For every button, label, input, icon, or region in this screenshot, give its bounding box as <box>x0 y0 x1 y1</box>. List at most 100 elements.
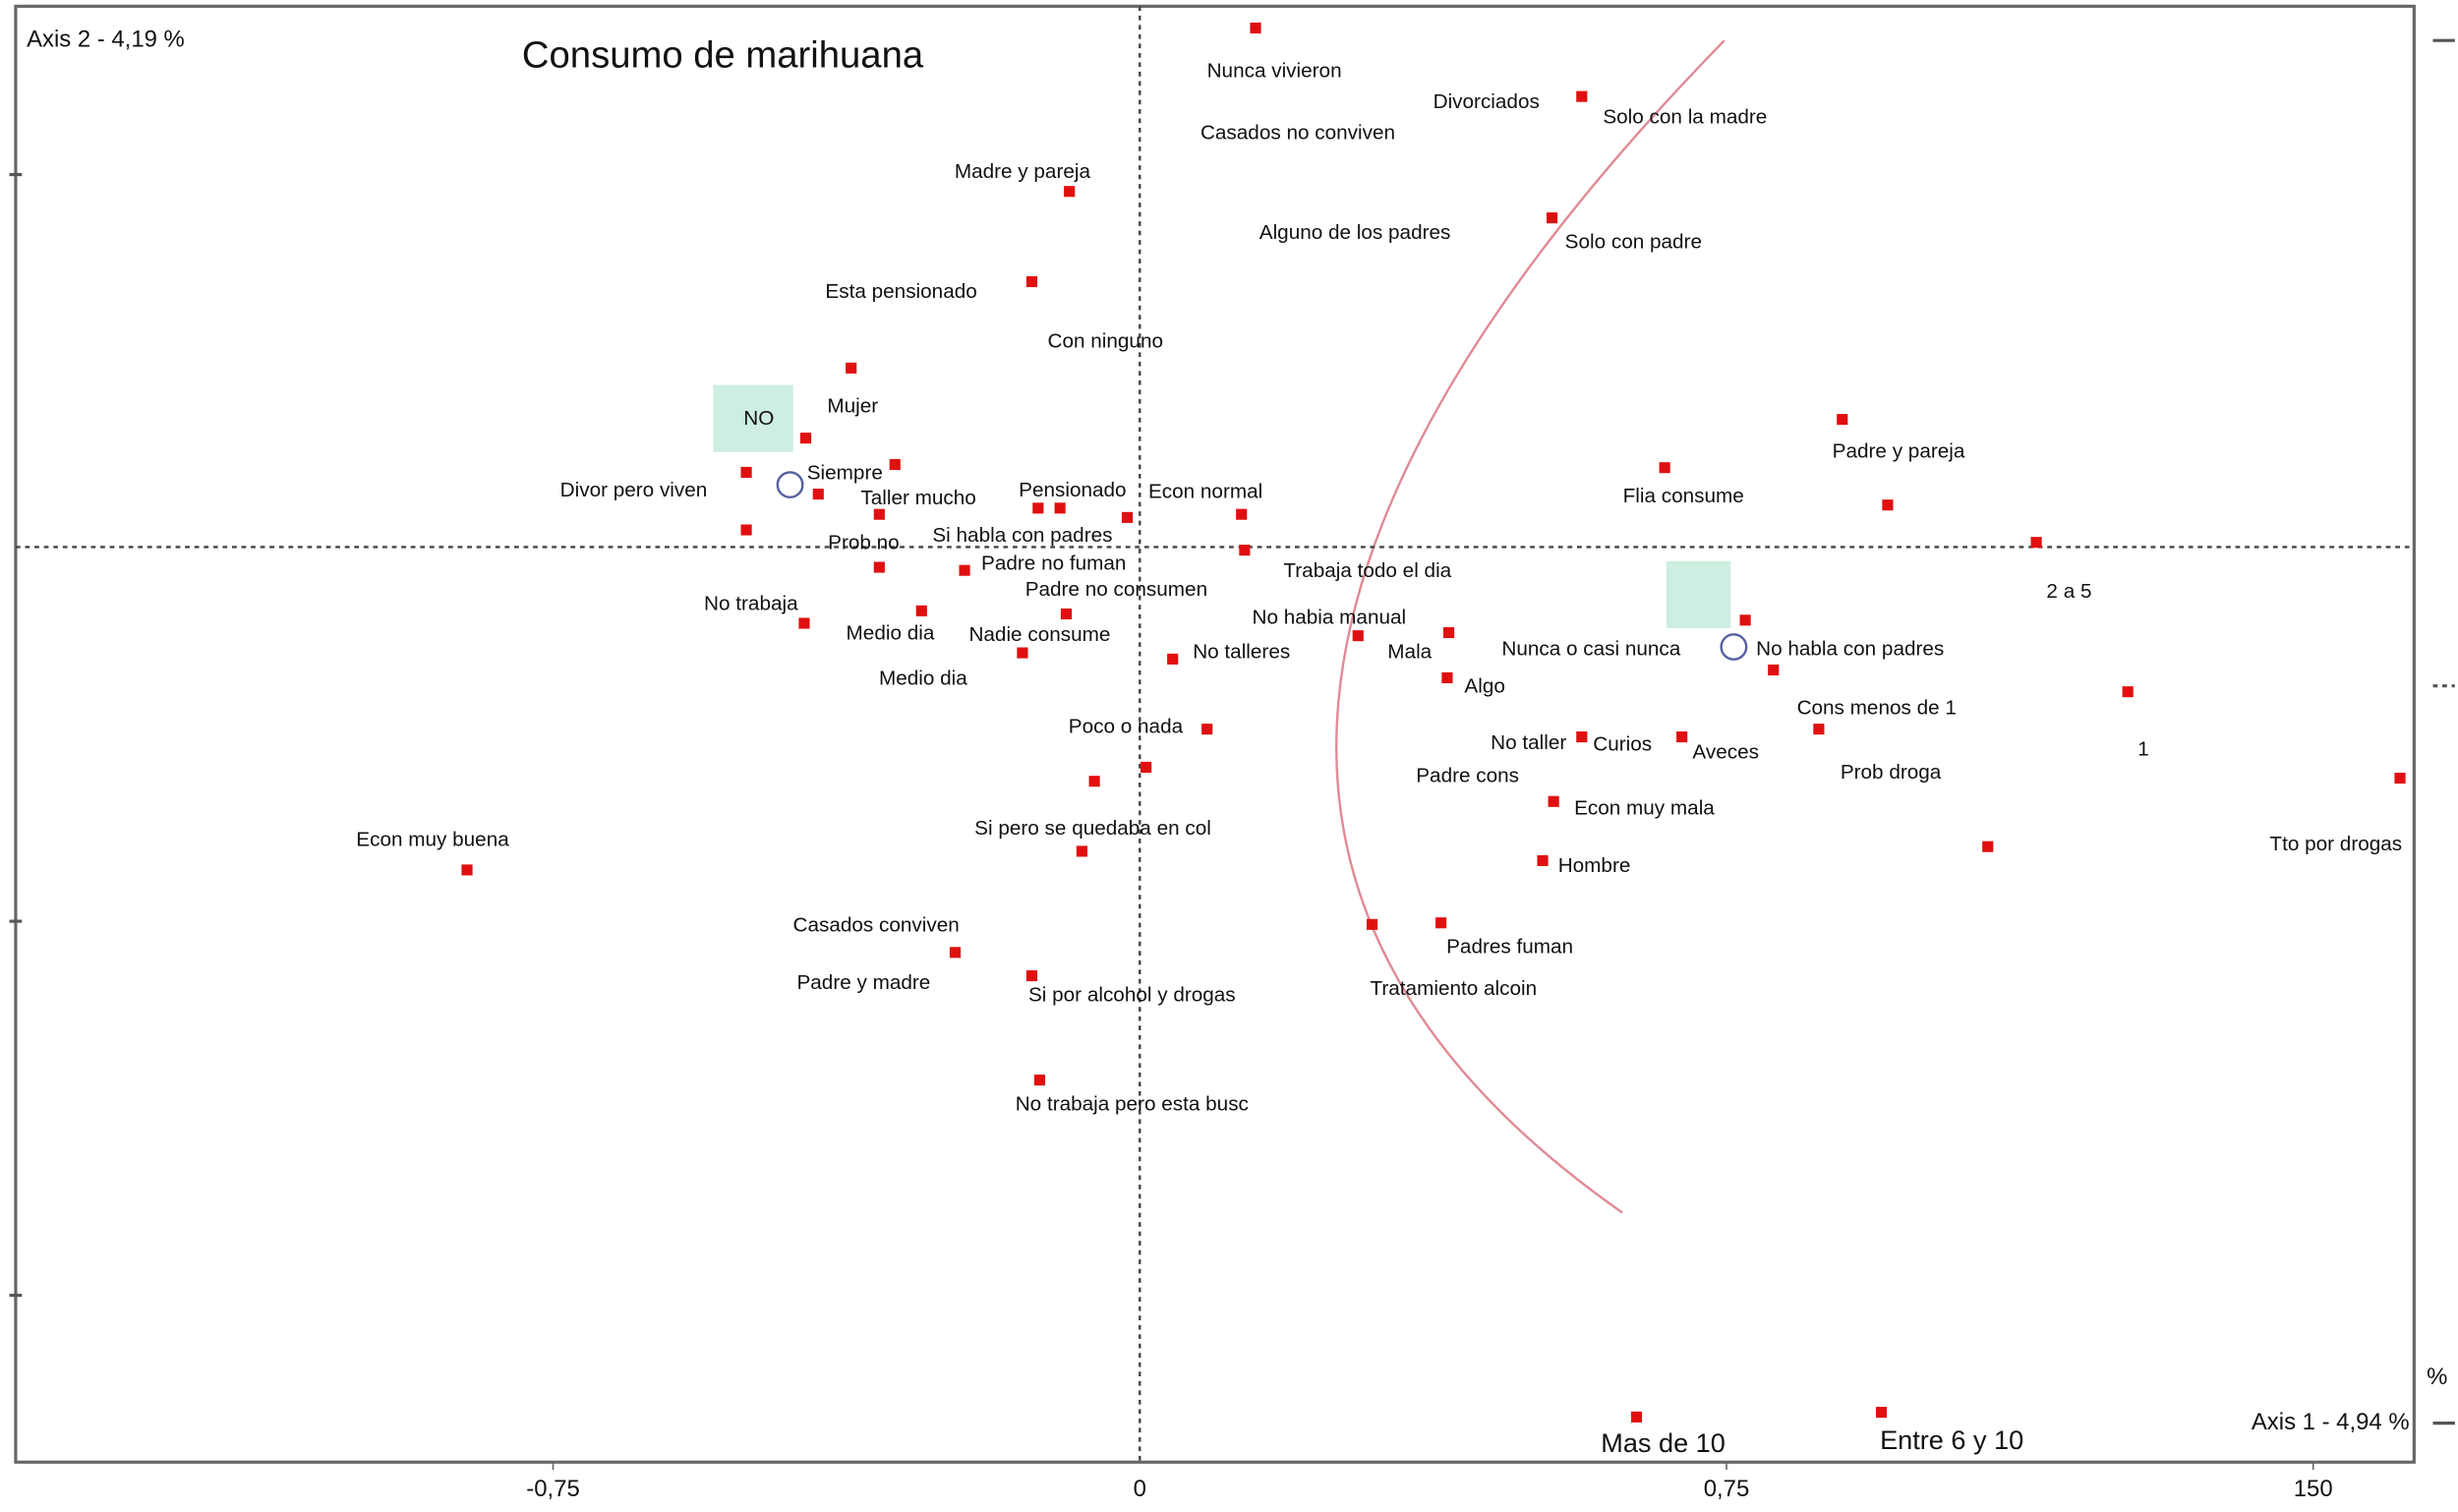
point-label: Solo con la madre <box>1603 106 1767 129</box>
point-label: No trabaja <box>704 593 798 615</box>
point-label: Poco o nada <box>1069 716 1184 738</box>
point <box>740 524 752 536</box>
point <box>1141 761 1152 773</box>
point <box>1576 90 1588 102</box>
point <box>1813 724 1825 735</box>
point-label: Prob no <box>828 532 900 554</box>
edge-ticks <box>9 38 2455 1425</box>
point <box>889 458 901 471</box>
point <box>2394 772 2406 785</box>
point-label: Divor pero viven <box>560 479 708 501</box>
point-label: Trabaja todo el dia <box>1283 559 1451 582</box>
centroid-marker <box>776 471 804 498</box>
point <box>1875 1407 1888 1419</box>
point <box>1676 731 1688 743</box>
point-label: Curios <box>1593 733 1652 756</box>
point-label: Siempre <box>807 462 883 485</box>
x-tick-label: 0,75 <box>1704 1476 1750 1502</box>
x-tick-label: -0,75 <box>526 1476 579 1502</box>
point <box>1054 502 1066 514</box>
point-label: No habla con padres <box>1756 637 1944 660</box>
point-label: Con ninguno <box>1048 330 1163 353</box>
point-label: Divorciados <box>1434 90 1540 113</box>
point-label: Algo <box>1464 674 1504 697</box>
point <box>1739 614 1751 626</box>
plot-frame <box>14 4 2416 1464</box>
highlight-box <box>713 384 793 452</box>
point <box>1025 275 1038 288</box>
point-label: Flia consume <box>1623 485 1744 507</box>
right-label: % <box>2427 1364 2447 1390</box>
point-label: Entre 6 y 10 <box>1880 1425 2023 1455</box>
point-label: Esta pensionado <box>825 280 976 303</box>
point <box>1659 462 1670 474</box>
point <box>1250 22 1261 34</box>
centroid-marker <box>1720 633 1748 661</box>
point-label: Padre y pareja <box>1833 439 1965 462</box>
point <box>1060 608 1073 620</box>
x-tick-label: 0 <box>1134 1476 1146 1502</box>
point-label: Nunca vivieron <box>1207 59 1342 82</box>
point-label: No talleres <box>1193 641 1290 664</box>
point-label: Si habla con padres <box>932 524 1112 547</box>
point-label: Econ muy mala <box>1574 797 1715 820</box>
point <box>1352 630 1364 642</box>
point <box>949 947 962 959</box>
point-label: 2 a 5 <box>2046 580 2091 603</box>
point-label: Padre no fuman <box>981 552 1126 574</box>
point <box>1441 671 1453 683</box>
point-label: Cons menos de 1 <box>1797 697 1957 720</box>
point <box>1033 1075 1046 1086</box>
point <box>812 489 824 500</box>
point-label: Mala <box>1387 641 1432 664</box>
point-label: Casados no conviven <box>1200 122 1395 145</box>
point <box>799 433 812 444</box>
point <box>1576 731 1588 743</box>
point-label: No trabaja pero esta busc <box>1016 1092 1249 1115</box>
point-label: Padres fuman <box>1446 936 1573 959</box>
point <box>1537 854 1549 866</box>
highlight-box <box>1666 560 1731 628</box>
point-label: Tto por drogas <box>2269 833 2402 855</box>
point <box>1121 511 1134 523</box>
point-label: Padre no consumen <box>1025 578 1207 601</box>
point-label: Solo con padre <box>1565 230 1702 253</box>
point <box>873 508 885 520</box>
point <box>1239 545 1251 556</box>
point <box>1630 1411 1643 1423</box>
point <box>1548 795 1559 807</box>
point <box>1032 502 1044 514</box>
point <box>740 466 752 479</box>
point-label: Si por alcohol y drogas <box>1028 984 1236 1007</box>
point <box>1025 970 1038 982</box>
point-label: Medio dia <box>879 667 967 689</box>
point-label: No habia manual <box>1253 607 1407 629</box>
point-label: Econ normal <box>1148 481 1262 503</box>
point <box>1546 212 1558 224</box>
point-label: Madre y pareja <box>955 160 1091 183</box>
x-axis-label: Axis 1 - 4,94 % <box>2252 1409 2410 1435</box>
point-label: Tratamiento alcoin <box>1371 977 1538 1000</box>
point <box>1017 647 1028 659</box>
point <box>1882 499 1894 511</box>
point-label: Medio dia <box>847 622 935 645</box>
point-label: Nadie consume <box>968 623 1110 646</box>
point <box>1982 841 1994 852</box>
point-label: Casados conviven <box>793 913 960 936</box>
point <box>1167 653 1179 665</box>
point <box>1768 664 1780 676</box>
point-label: Mas de 10 <box>1601 1428 1726 1458</box>
y-axis-label: Axis 2 - 4,19 % <box>27 27 185 53</box>
point <box>1435 917 1447 929</box>
point <box>1201 724 1213 735</box>
point-label: Pensionado <box>1019 479 1126 501</box>
point <box>1442 626 1455 639</box>
point <box>461 864 473 876</box>
point-label: 1 <box>2137 738 2149 761</box>
point <box>1088 776 1100 787</box>
point <box>1236 508 1248 520</box>
point-label: Hombre <box>1558 854 1631 877</box>
chart-title: Consumo de marihuana <box>522 34 924 77</box>
